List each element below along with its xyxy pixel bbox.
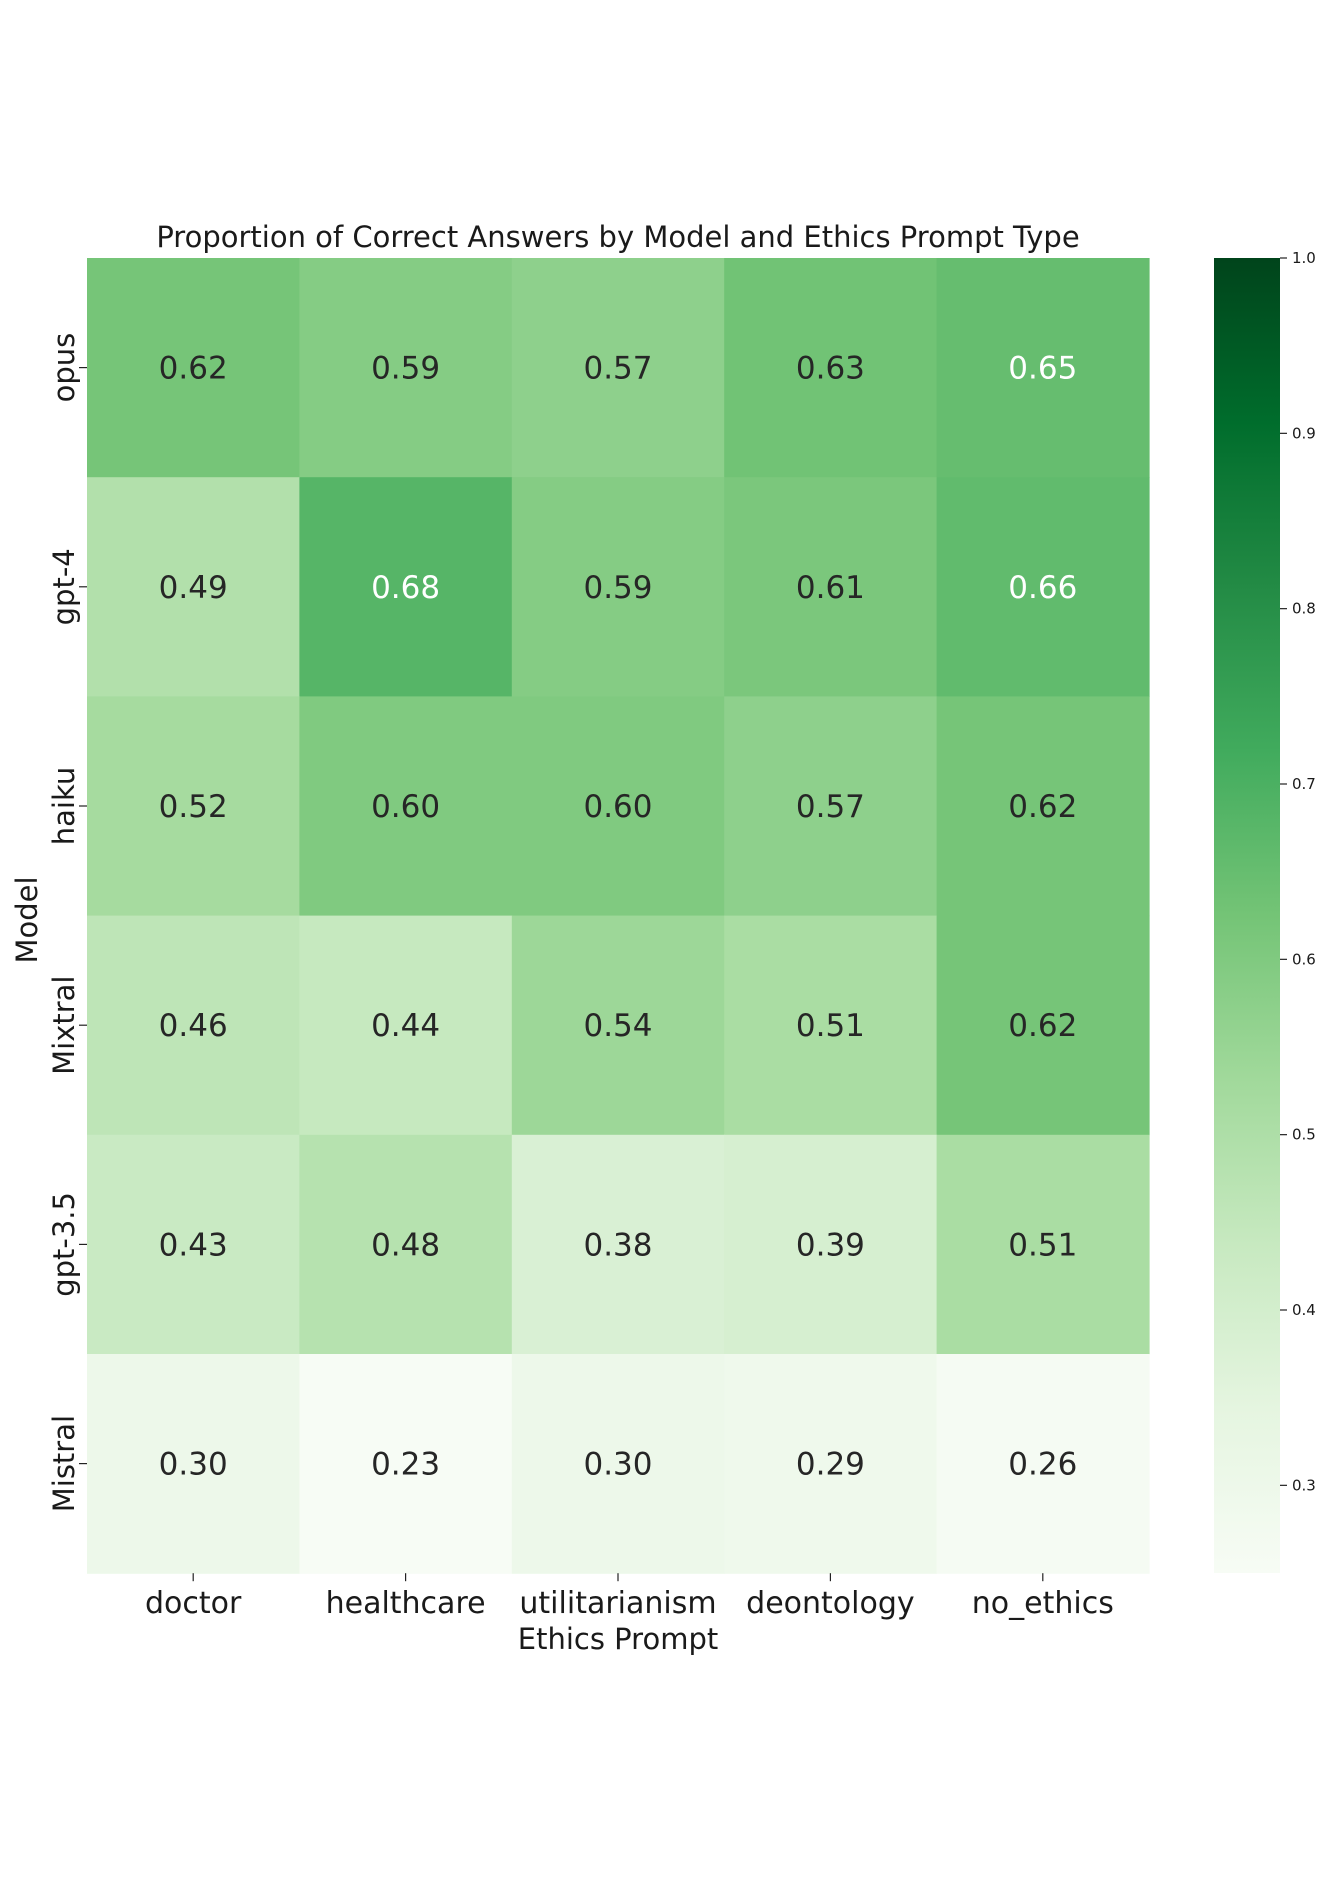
cell-value-label: 0.65: [1008, 351, 1077, 387]
cell-value-label: 0.26: [1008, 1447, 1077, 1483]
heatmap-cell: [299, 258, 513, 478]
cell-value-label: 0.52: [159, 789, 228, 825]
heatmap-cell: [511, 915, 725, 1136]
colorbar-tick-label: 0.5: [1292, 1126, 1316, 1144]
chart-title: Proportion of Correct Answers by Model a…: [156, 220, 1079, 254]
y-tick-label: Mixtral: [47, 976, 81, 1075]
colorbar-ticks: 0.3 0.4 0.5 0.6 0.7 0.8 0.9 1.0: [1280, 249, 1316, 1494]
colorbar-tick-label: 0.9: [1292, 424, 1316, 442]
y-axis-label: Model: [10, 876, 44, 963]
cell-value-label: 0.46: [159, 1008, 228, 1044]
x-tick-label: utilitarianism: [519, 1586, 716, 1621]
heatmap-cell: [724, 915, 938, 1136]
cell-value-label: 0.44: [371, 1008, 440, 1044]
cell-value-label: 0.54: [583, 1008, 652, 1044]
heatmap-cell: [936, 258, 1150, 478]
heatmap-cell-labels: 0.62 0.59 0.57 0.63 0.65 0.49 0.68 0.59 0.61 0.66…: [159, 351, 1078, 1483]
x-axis-ticks: doctor healthcare utilitarianism deontology…: [145, 1573, 1114, 1621]
heatmap-cell: [511, 1134, 725, 1355]
cell-value-label: 0.51: [1008, 1227, 1077, 1263]
heatmap-cell: [936, 1354, 1150, 1574]
heatmap-cell: [724, 477, 938, 697]
cell-value-label: 0.59: [371, 351, 440, 387]
colorbar-tick-label: 0.4: [1292, 1301, 1316, 1319]
heatmap-cell: [936, 477, 1150, 697]
cell-value-label: 0.29: [796, 1447, 865, 1483]
y-tick-label: haiku: [47, 767, 81, 846]
heatmap-cell: [87, 477, 300, 697]
heatmap-cell: [511, 1354, 725, 1574]
cell-value-label: 0.30: [583, 1447, 652, 1483]
heatmap-cell: [511, 477, 725, 697]
cell-value-label: 0.60: [371, 789, 440, 825]
cell-value-label: 0.51: [796, 1008, 865, 1044]
cell-value-label: 0.38: [583, 1227, 652, 1263]
heatmap-cells: [87, 258, 1150, 1574]
cell-value-label: 0.62: [159, 351, 228, 387]
y-tick-label: gpt-4: [47, 548, 81, 625]
cell-value-label: 0.66: [1008, 570, 1077, 606]
colorbar-tick-label: 0.8: [1292, 600, 1316, 618]
cell-value-label: 0.48: [371, 1227, 440, 1263]
heatmap-cell: [299, 477, 513, 697]
heatmap-cell: [299, 696, 513, 917]
heatmap-cell: [87, 696, 300, 917]
cell-value-label: 0.62: [1008, 789, 1077, 825]
x-tick-label: doctor: [145, 1586, 242, 1621]
y-tick-label: opus: [47, 333, 81, 403]
cell-value-label: 0.62: [1008, 1008, 1077, 1044]
colorbar-tick-label: 0.7: [1292, 775, 1316, 793]
x-axis-label: Ethics Prompt: [518, 1622, 718, 1656]
cell-value-label: 0.23: [371, 1447, 440, 1483]
cell-value-label: 0.43: [159, 1227, 228, 1263]
heatmap-cell: [724, 1354, 938, 1574]
cell-value-label: 0.59: [583, 570, 652, 606]
heatmap-cell: [724, 696, 938, 917]
cell-value-label: 0.57: [796, 789, 865, 825]
cell-value-label: 0.57: [583, 351, 652, 387]
cell-value-label: 0.63: [796, 351, 865, 387]
cell-value-label: 0.61: [796, 570, 865, 606]
cell-value-label: 0.30: [159, 1447, 228, 1483]
heatmap-cell: [724, 258, 938, 478]
heatmap-cell: [87, 1134, 300, 1355]
y-axis-ticks: opus gpt-4 haiku Mixtral gpt-3.5 Mistral: [47, 333, 87, 1512]
heatmap-cell: [936, 1134, 1150, 1355]
heatmap-cell: [936, 915, 1150, 1136]
cell-value-label: 0.49: [159, 570, 228, 606]
x-tick-label: deontology: [746, 1586, 914, 1621]
heatmap-cell: [299, 1134, 513, 1355]
heatmap-cell: [87, 1354, 300, 1574]
colorbar-tick-label: 1.0: [1292, 249, 1316, 267]
heatmap-cell: [511, 258, 725, 478]
colorbar-gradient: [1214, 258, 1280, 1573]
cell-value-label: 0.68: [371, 570, 440, 606]
y-tick-label: gpt-3.5: [47, 1192, 81, 1297]
heatmap-cell: [87, 915, 300, 1136]
heatmap-cell: [299, 1354, 513, 1574]
colorbar: 0.3 0.4 0.5 0.6 0.7 0.8 0.9 1.0: [1214, 249, 1316, 1573]
y-tick-label: Mistral: [47, 1415, 81, 1512]
colorbar-tick-label: 0.6: [1292, 950, 1316, 968]
heatmap-cell: [724, 1134, 938, 1355]
cell-value-label: 0.60: [583, 789, 652, 825]
heatmap-cell: [299, 915, 513, 1136]
heatmap-cell: [511, 696, 725, 917]
colorbar-tick-label: 0.3: [1292, 1476, 1316, 1494]
cell-value-label: 0.39: [796, 1227, 865, 1263]
heatmap-cell: [936, 696, 1150, 917]
heatmap-cell: [87, 258, 300, 478]
x-tick-label: healthcare: [326, 1586, 486, 1621]
x-tick-label: no_ethics: [972, 1586, 1114, 1621]
